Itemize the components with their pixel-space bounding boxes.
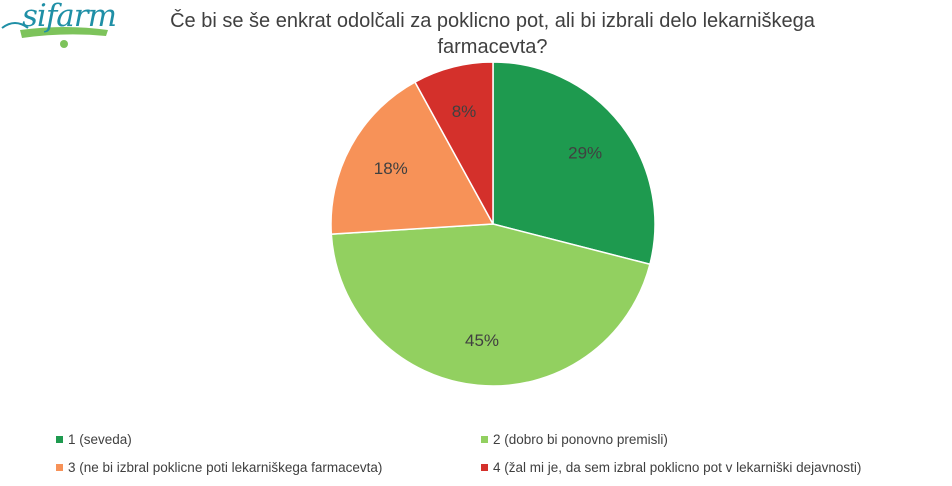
data-label-1: 29% — [568, 144, 602, 163]
chart-title-line-2: farmacevta? — [437, 36, 548, 58]
legend-item-2: 2 (dobro bi ponovno premisli) — [481, 432, 668, 447]
legend-swatch — [56, 464, 63, 471]
legend-label: 1 (seveda) — [68, 432, 132, 447]
data-label-2: 45% — [465, 331, 499, 350]
data-label-4: 8% — [452, 102, 477, 121]
legend-swatch — [481, 464, 488, 471]
chart-title-line-1: Če bi se še enkrat odolčali za poklicno … — [170, 10, 815, 32]
data-label-3: 18% — [374, 159, 408, 178]
legend-item-1: 1 (seveda) — [56, 432, 132, 447]
chart-title: Če bi se še enkrat odolčali za poklicno … — [130, 8, 855, 60]
legend-swatch — [56, 436, 63, 443]
pie-slice-1 — [492, 61, 656, 266]
logo-text: sifarm — [22, 0, 117, 34]
logo-graphic — [1, 22, 108, 48]
legend-label: 4 (žal mi je, da sem izbral poklicno pot… — [493, 460, 862, 475]
legend-item-3: 3 (ne bi izbral poklicne poti lekarniške… — [56, 460, 382, 475]
pie-slice-3 — [330, 81, 495, 235]
legend-item-4: 4 (žal mi je, da sem izbral poklicno pot… — [481, 460, 861, 475]
sifarm-logo: sifarm — [0, 0, 125, 52]
legend-swatch — [481, 436, 488, 443]
pie-slice-2 — [330, 223, 651, 387]
legend-label: 3 (ne bi izbral poklicne poti lekarniške… — [68, 460, 383, 475]
legend-label: 2 (dobro bi ponovno premisli) — [493, 432, 668, 447]
pie-slice-4 — [413, 61, 494, 225]
